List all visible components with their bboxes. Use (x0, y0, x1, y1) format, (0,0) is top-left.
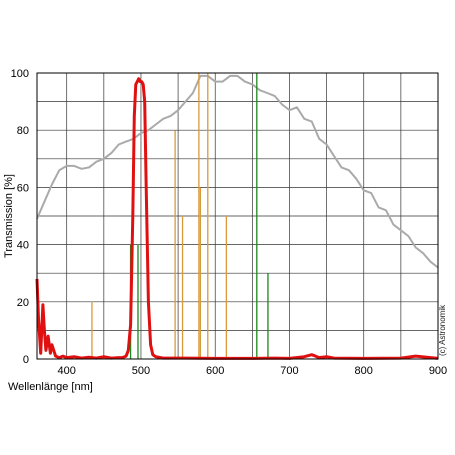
y-tick-label: 20 (17, 297, 29, 309)
x-tick-label: 400 (58, 365, 76, 377)
copyright-credit: (c) Astronomik (438, 304, 447, 356)
x-tick-label: 500 (132, 365, 150, 377)
x-tick-label: 900 (429, 365, 447, 377)
x-tick-label: 600 (206, 365, 224, 377)
x-axis-title: Wellenlänge [nm] (8, 381, 93, 393)
y-tick-label: 100 (11, 68, 29, 80)
y-tick-label: 0 (23, 354, 29, 366)
filter-transmission-line (35, 77, 439, 360)
y-axis-title: Transmission [%] (3, 174, 15, 258)
grid (37, 73, 438, 359)
reference-curve-layer (36, 74, 439, 269)
y-tick-labels: 0 20 40 60 80 100 (11, 68, 29, 366)
y-tick-label: 60 (17, 182, 29, 194)
x-tick-label: 700 (280, 365, 298, 377)
x-tick-label: 800 (355, 365, 373, 377)
reference-transmission-line (36, 74, 439, 269)
x-tick-labels: 400 500 600 700 800 900 (58, 365, 448, 377)
spectral-lines-layer (91, 73, 269, 359)
y-tick-label: 40 (17, 240, 29, 252)
filter-curve-layer (35, 77, 439, 360)
y-tick-label: 80 (17, 125, 29, 137)
plot-frame (36, 72, 439, 360)
